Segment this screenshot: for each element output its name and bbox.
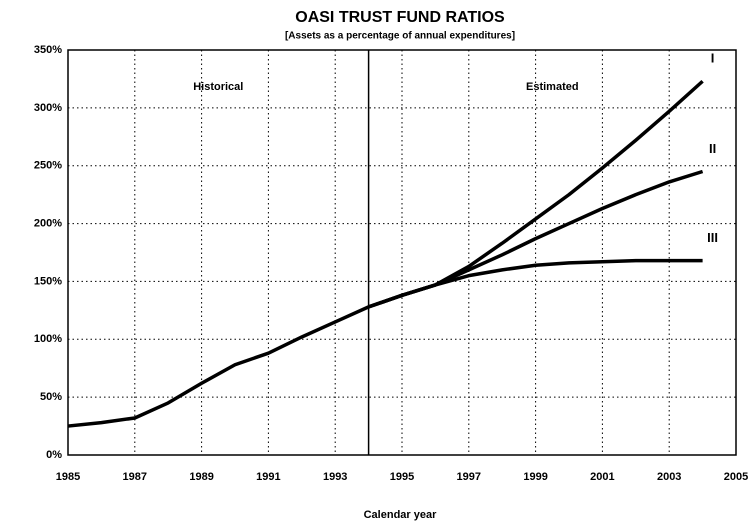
x-tick-label: 2003 [657, 471, 681, 483]
x-tick-label: 2005 [724, 471, 748, 483]
y-tick-label: 100% [34, 333, 62, 345]
chart-title: OASI TRUST FUND RATIOS [295, 9, 505, 26]
y-tick-label: 50% [40, 391, 62, 403]
y-tick-label: 300% [34, 102, 62, 114]
x-tick-label: 1987 [123, 471, 147, 483]
x-tick-label: 1995 [390, 471, 414, 483]
x-axis-label: Calendar year [364, 509, 437, 521]
x-tick-label: 1997 [457, 471, 481, 483]
y-tick-label: 0% [46, 449, 62, 461]
series-label: III [707, 230, 718, 245]
series-line [67, 79, 704, 428]
annotation: Estimated [526, 81, 579, 93]
y-tick-label: 150% [34, 275, 62, 287]
series-label: II [709, 141, 716, 156]
x-tick-label: 1991 [256, 471, 280, 483]
x-tick-label: 1989 [189, 471, 213, 483]
x-tick-label: 1985 [56, 471, 80, 483]
y-tick-label: 200% [34, 217, 62, 229]
x-tick-label: 2001 [590, 471, 614, 483]
y-tick-label: 250% [34, 160, 62, 172]
annotation: Historical [193, 81, 243, 93]
series-line [368, 169, 704, 309]
series-line [368, 258, 703, 309]
y-tick-label: 350% [34, 44, 62, 56]
series-label: I [711, 51, 715, 66]
chart-subtitle: [Assets as a percentage of annual expend… [285, 31, 515, 42]
x-tick-label: 1993 [323, 471, 347, 483]
x-tick-label: 1999 [523, 471, 547, 483]
plot-frame [67, 49, 737, 456]
